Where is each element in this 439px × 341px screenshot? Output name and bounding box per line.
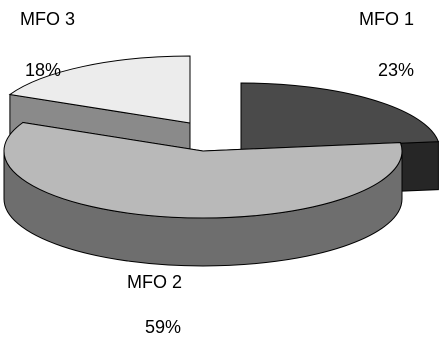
slice-value-mfo3: 18% <box>25 60 61 80</box>
slice-top-mfo3 <box>8 55 191 124</box>
slice-label-mfo1: MFO 1 <box>359 9 414 29</box>
slice-value-mfo2: 59% <box>145 317 181 336</box>
slice-value-mfo1: 23% <box>378 60 414 80</box>
pie-labels: MFO 1 23% MFO 2 59% MFO 3 18% <box>20 9 414 337</box>
slice-top-mfo1 <box>240 82 439 151</box>
slice-label-mfo2: MFO 2 <box>127 272 182 292</box>
pie-slices <box>3 55 439 267</box>
slice-top-mfo2 <box>3 121 403 219</box>
slice-label-mfo3: MFO 3 <box>20 9 75 29</box>
